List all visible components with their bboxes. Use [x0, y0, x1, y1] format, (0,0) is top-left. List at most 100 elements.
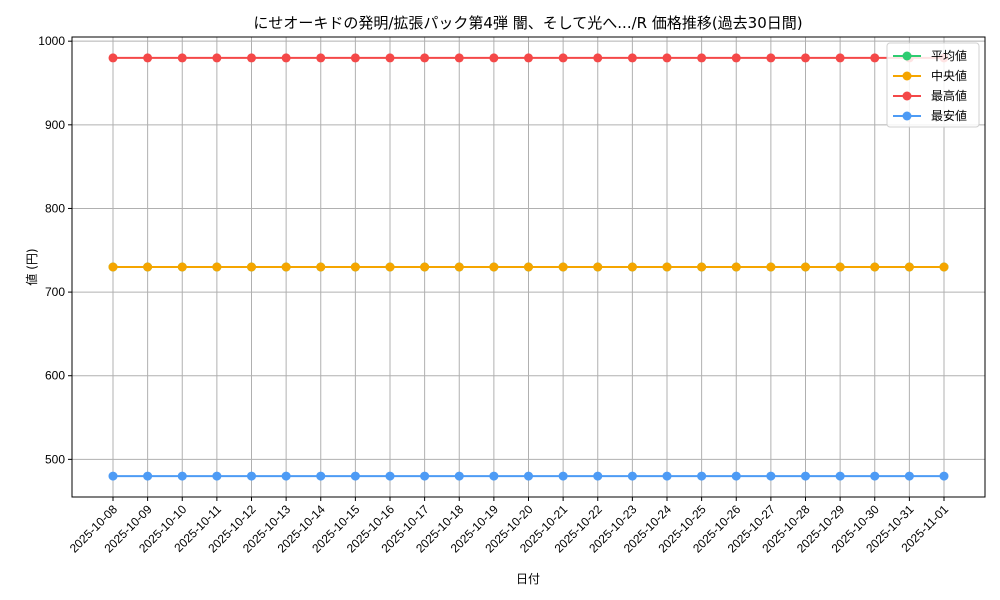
data-point	[697, 53, 707, 63]
data-point	[350, 53, 360, 63]
data-point	[420, 471, 430, 481]
y-tick-label: 1000	[38, 34, 65, 48]
data-point	[870, 471, 880, 481]
data-point	[316, 262, 326, 272]
legend-label: 中央値	[931, 68, 967, 83]
data-point	[489, 471, 499, 481]
series-中央値	[108, 262, 949, 272]
data-point	[420, 53, 430, 63]
data-point	[247, 471, 256, 481]
data-point	[247, 262, 256, 272]
data-point	[212, 53, 222, 63]
data-point	[731, 53, 741, 63]
data-point	[385, 53, 395, 63]
data-point	[281, 471, 291, 481]
data-point	[108, 53, 118, 63]
data-point	[489, 262, 499, 272]
data-point	[247, 53, 256, 63]
x-axis-ticks: 2025-10-082025-10-092025-10-102025-10-11…	[67, 497, 951, 556]
data-point	[662, 53, 672, 63]
legend-label: 最高値	[931, 88, 967, 103]
data-point	[558, 53, 568, 63]
data-point	[697, 262, 707, 272]
y-tick-label: 900	[45, 118, 65, 132]
data-point	[350, 262, 360, 272]
y-axis-label: 値 (円)	[24, 248, 39, 285]
series-layer	[108, 53, 949, 481]
data-point	[281, 53, 291, 63]
data-point	[731, 471, 741, 481]
data-point	[524, 262, 533, 272]
data-point	[593, 262, 603, 272]
legend-item: 最高値	[893, 88, 967, 103]
data-point	[627, 471, 637, 481]
data-point	[316, 471, 326, 481]
data-point	[835, 53, 845, 63]
data-point	[904, 262, 914, 272]
series-最高値	[108, 53, 949, 63]
y-tick-label: 600	[45, 369, 65, 383]
legend-item: 中央値	[893, 68, 967, 83]
data-point	[662, 471, 672, 481]
data-point	[177, 53, 187, 63]
data-point	[385, 262, 395, 272]
data-point	[143, 262, 153, 272]
legend-box	[886, 42, 980, 128]
data-point	[558, 471, 568, 481]
data-point	[143, 53, 153, 63]
data-point	[385, 471, 395, 481]
data-point	[697, 471, 707, 481]
data-point	[454, 471, 464, 481]
data-point	[593, 471, 603, 481]
data-point	[662, 262, 672, 272]
data-point	[801, 471, 810, 481]
data-point	[627, 53, 637, 63]
data-point	[731, 262, 741, 272]
data-point	[939, 471, 949, 481]
y-tick-label: 700	[45, 285, 65, 299]
data-point	[801, 262, 810, 272]
legend-marker-icon	[902, 111, 912, 121]
data-point	[939, 262, 949, 272]
data-point	[316, 53, 326, 63]
legend-item: 最安値	[893, 108, 967, 123]
data-point	[489, 53, 499, 63]
series-最安値	[108, 471, 949, 481]
data-point	[558, 262, 568, 272]
y-tick-label: 500	[45, 452, 65, 466]
legend-marker-icon	[902, 51, 912, 61]
legend-item: 平均値	[893, 48, 967, 63]
legend-label: 最安値	[931, 108, 967, 123]
y-axis-ticks: 500 600 700 800 900 1000	[38, 34, 72, 466]
data-point	[143, 471, 153, 481]
data-point	[108, 262, 118, 272]
data-point	[524, 53, 533, 63]
data-point	[835, 471, 845, 481]
data-point	[593, 53, 603, 63]
data-point	[281, 262, 291, 272]
data-point	[801, 53, 810, 63]
legend-marker-icon	[902, 91, 912, 101]
data-point	[904, 471, 914, 481]
data-point	[108, 471, 118, 481]
data-point	[627, 262, 637, 272]
data-point	[177, 262, 187, 272]
data-point	[766, 53, 776, 63]
data-point	[454, 262, 464, 272]
data-point	[212, 471, 222, 481]
data-point	[766, 262, 776, 272]
legend-label: 平均値	[931, 48, 967, 63]
data-point	[870, 53, 880, 63]
data-point	[524, 471, 533, 481]
chart-title: にせオーキドの発明/拡張パック第4弾 闇、そして光へ.../R 価格推移(過去3…	[253, 14, 802, 32]
data-point	[177, 471, 187, 481]
data-point	[420, 262, 430, 272]
x-axis-label: 日付	[516, 572, 540, 586]
data-point	[766, 471, 776, 481]
legend-marker-icon	[902, 71, 912, 81]
data-point	[350, 471, 360, 481]
data-point	[454, 53, 464, 63]
data-point	[835, 262, 845, 272]
